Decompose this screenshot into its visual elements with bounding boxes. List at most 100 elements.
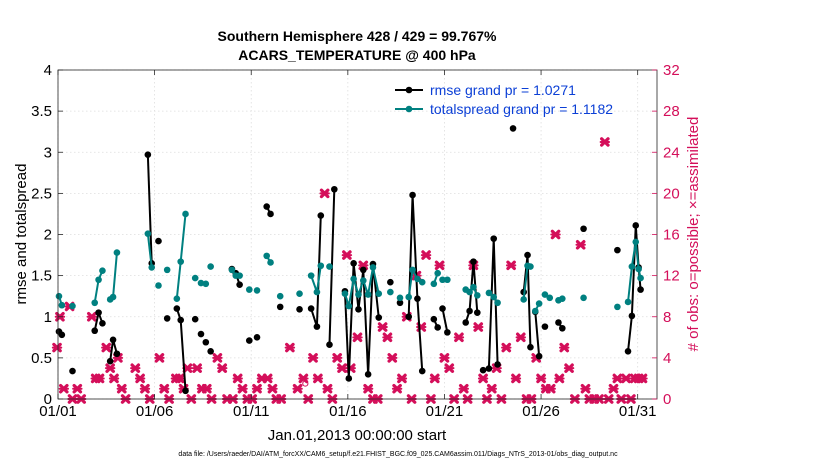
rmse-series bbox=[55, 125, 644, 395]
rmse-point bbox=[434, 324, 441, 331]
rmse-point bbox=[276, 303, 284, 311]
obs-assimilated-marker bbox=[284, 342, 296, 353]
obs-assimilated-marker bbox=[563, 363, 575, 373]
obs-assimilated-marker bbox=[554, 373, 565, 384]
obs-assimilated-marker bbox=[267, 383, 278, 394]
rmse-point bbox=[163, 315, 171, 322]
spread-point bbox=[387, 288, 394, 296]
spread-point bbox=[148, 264, 156, 271]
spread-point bbox=[91, 299, 99, 307]
obs-assimilated-marker bbox=[515, 332, 526, 343]
spread-point bbox=[527, 263, 534, 270]
spread-line-segment bbox=[146, 233, 153, 268]
spread-point bbox=[531, 307, 539, 315]
rmse-point bbox=[364, 371, 372, 378]
spread-point bbox=[144, 230, 152, 237]
spread-point bbox=[490, 293, 498, 301]
obs-assimilated-marker bbox=[377, 322, 388, 332]
spread-point bbox=[236, 272, 243, 279]
rmse-line-segment bbox=[407, 194, 424, 372]
spread-point bbox=[99, 267, 106, 274]
spread-point bbox=[405, 293, 413, 301]
spread-point bbox=[628, 263, 636, 270]
spread-point bbox=[345, 302, 353, 310]
rmse-point bbox=[155, 237, 162, 245]
rmse-point bbox=[541, 323, 549, 330]
rmse-line-segment bbox=[441, 308, 449, 333]
y-right-tick-label: 24 bbox=[663, 144, 680, 161]
spread-point bbox=[632, 238, 640, 246]
x-tick-label: 01/16 bbox=[329, 403, 367, 420]
rmse-point bbox=[359, 266, 367, 274]
x-axis-label: Jan.01,2013 00:00:00 start bbox=[268, 427, 447, 444]
spread-point bbox=[364, 291, 372, 298]
obs-assimilated-marker bbox=[307, 353, 319, 363]
obs-assimilated-marker bbox=[332, 353, 343, 363]
y-right-tick-label: 32 bbox=[663, 62, 680, 79]
y-right-tick-label: 12 bbox=[663, 268, 680, 285]
spread-point bbox=[614, 303, 621, 311]
spread-point bbox=[69, 302, 76, 310]
x-tick-label: 01/06 bbox=[136, 403, 174, 420]
y-right-tick-label: 20 bbox=[663, 185, 680, 202]
rmse-point bbox=[430, 315, 438, 323]
spread-point bbox=[635, 265, 642, 273]
rmse-point bbox=[58, 331, 66, 339]
spread-point bbox=[253, 287, 261, 294]
y-right-tick-label: 0 bbox=[663, 391, 671, 408]
obs-assimilated-marker bbox=[501, 342, 512, 353]
obs-assimilated-marker bbox=[217, 363, 228, 373]
y-axis-right-label: # of obs: o=possible; ×=assimilated bbox=[685, 117, 702, 352]
obs-assimilated-marker bbox=[237, 383, 248, 394]
rmse-point bbox=[109, 336, 117, 344]
y-left-tick-label: 2.5 bbox=[31, 185, 52, 202]
obs-assimilated-marker bbox=[312, 373, 324, 384]
series-layer bbox=[55, 125, 644, 395]
obs-assimilated-marker bbox=[51, 342, 63, 353]
x-tick-label: 01/21 bbox=[426, 403, 464, 420]
obs-assimilated-marker bbox=[108, 373, 120, 384]
y-left-tick-label: 3.5 bbox=[31, 103, 52, 120]
obs-assimilated-marker bbox=[341, 250, 353, 260]
spread-point bbox=[263, 252, 270, 260]
spread-point bbox=[414, 275, 421, 283]
spread-point bbox=[296, 290, 303, 298]
rmse-point bbox=[173, 305, 181, 312]
obs-assimilated-marker bbox=[322, 383, 333, 394]
obs-assimilated-marker bbox=[620, 373, 632, 384]
spread-point bbox=[182, 210, 189, 218]
spread-point bbox=[58, 301, 66, 309]
spread-point bbox=[444, 276, 451, 284]
obs-assimilated-marker bbox=[559, 342, 570, 353]
spread-point bbox=[341, 290, 349, 298]
obs-assimilated-marker bbox=[101, 342, 112, 353]
x-tick-label: 01/11 bbox=[233, 403, 269, 420]
spread-point bbox=[202, 280, 210, 288]
legend-marker-rmse bbox=[405, 86, 413, 94]
spread-point bbox=[245, 286, 253, 293]
rmse-point bbox=[614, 246, 621, 254]
rmse-point bbox=[202, 338, 210, 346]
spread-point bbox=[207, 263, 214, 270]
obs-assimilated-marker bbox=[130, 363, 141, 373]
rmse-point bbox=[307, 305, 315, 312]
spread-point bbox=[228, 266, 236, 274]
spread-series bbox=[55, 210, 644, 315]
rmse-line-segment bbox=[534, 311, 541, 357]
obs-assimilated-marker bbox=[599, 137, 611, 147]
obs-assimilated-marker bbox=[391, 383, 403, 394]
rmse-point bbox=[470, 258, 477, 265]
obs-assimilated-marker bbox=[72, 383, 83, 394]
rmse-point bbox=[414, 295, 421, 302]
spread-point bbox=[580, 294, 587, 302]
obs-assimilated-marker bbox=[486, 383, 497, 394]
obs-assimilated-marker bbox=[387, 353, 398, 363]
obs-assimilated-marker bbox=[251, 383, 263, 394]
obs-assimilated-marker bbox=[420, 250, 432, 260]
obs-assimilated-marker bbox=[232, 373, 243, 384]
rmse-point bbox=[253, 334, 261, 341]
spread-point bbox=[559, 295, 566, 302]
spread-point bbox=[535, 300, 543, 307]
y-left-tick-label: 1.5 bbox=[31, 268, 52, 285]
obs-assimilated-marker bbox=[444, 363, 455, 373]
